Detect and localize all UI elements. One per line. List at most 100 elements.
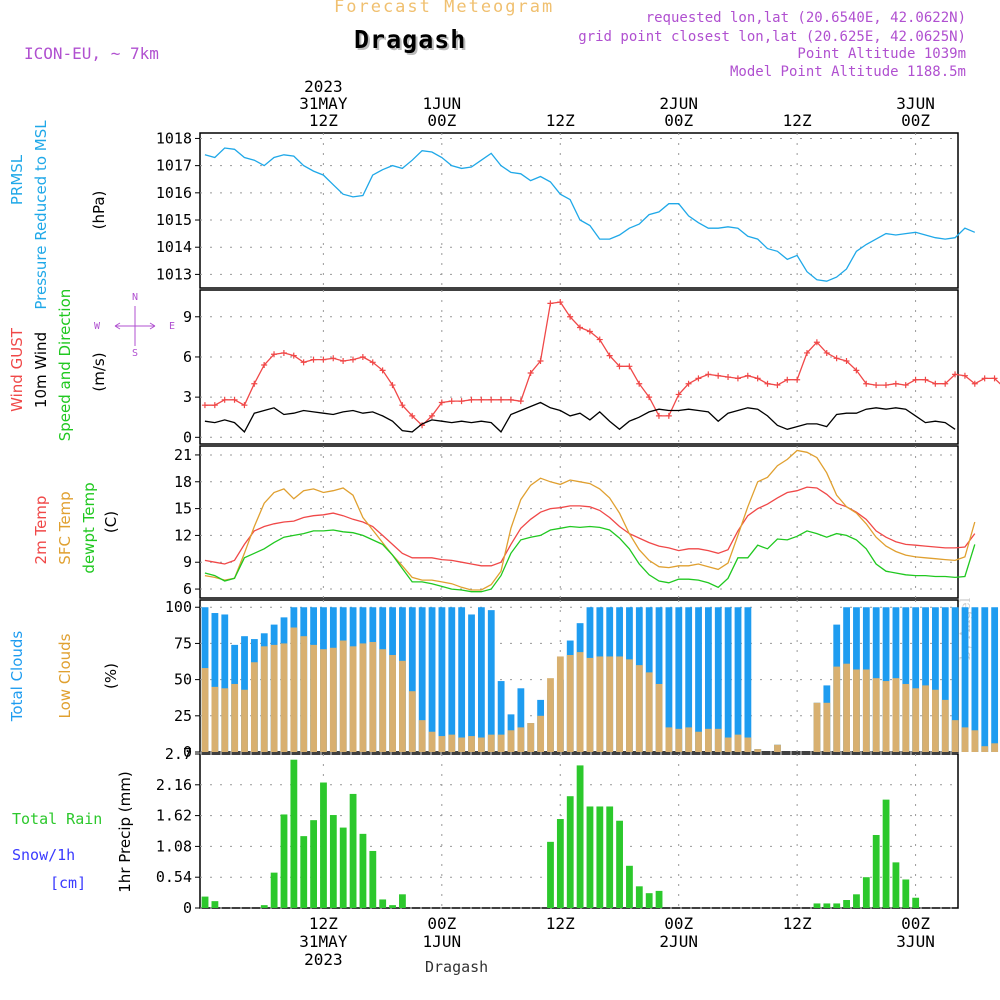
requested-coords: requested lon,lat (20.6540E, 42.0622N) <box>645 10 966 26</box>
bar-total-clouds <box>448 607 456 752</box>
bar-total-clouds <box>971 607 979 752</box>
gust-point <box>902 382 909 389</box>
bar-low-clouds <box>250 662 258 752</box>
bar-low-clouds <box>774 744 781 752</box>
ytick-label-clouds: 0 <box>183 743 192 761</box>
bar-low-clouds <box>991 743 999 752</box>
bar-rain <box>389 905 396 908</box>
bar-low-clouds <box>853 669 860 752</box>
gust-point <box>685 380 692 387</box>
gust-point <box>488 396 495 403</box>
panel-frame-pressure <box>199 132 959 289</box>
bar-total-clouds <box>438 607 446 752</box>
gust-point <box>448 398 455 405</box>
bar-low-clouds <box>635 665 643 752</box>
label-hpa: (hPa) <box>90 191 108 230</box>
bar-low-clouds <box>408 691 416 752</box>
gust-point <box>271 351 278 358</box>
gust-point <box>300 359 307 366</box>
top-axis-hour: 12Z <box>309 111 338 130</box>
series-sfc-temp <box>204 449 976 591</box>
bar-total-clouds <box>211 613 219 752</box>
gust-point <box>646 394 653 401</box>
bottom-axis-date: 2JUN <box>659 932 698 951</box>
bar-rain <box>576 765 584 908</box>
label-celsius: (C) <box>102 511 120 533</box>
gust-point <box>478 396 485 403</box>
series-10m-wind <box>204 401 956 433</box>
gust-point <box>349 356 356 363</box>
label-total-rain: Total Rain <box>12 810 102 828</box>
bar-low-clouds <box>537 715 545 752</box>
compass-n: N <box>132 292 138 303</box>
ytick-label-clouds: 100 <box>165 598 192 616</box>
top-axis-date: 31MAY <box>299 94 348 113</box>
bar-rain <box>862 877 870 908</box>
bar-low-clouds <box>556 656 564 752</box>
bar-total-clouds <box>932 607 939 752</box>
bar-rain <box>635 886 643 908</box>
bar-total-clouds <box>961 607 969 752</box>
bottom-axis-hour: 00Z <box>664 914 693 933</box>
ytick-label-pressure: 1015 <box>156 211 192 229</box>
label-wind-gust: Wind GUST <box>8 327 26 412</box>
series-prmsl <box>204 147 976 282</box>
gust-point <box>399 402 406 409</box>
bar-low-clouds <box>685 727 693 752</box>
bar-total-clouds <box>882 607 890 752</box>
bottom-axis-hour: 12Z <box>783 914 812 933</box>
bar-rain <box>310 820 318 908</box>
top-axis-hour: 12Z <box>546 111 575 130</box>
bar-rain <box>566 796 574 908</box>
bar-rain <box>556 819 564 908</box>
bar-total-clouds <box>981 607 989 752</box>
bar-total-clouds <box>902 607 910 752</box>
bar-low-clouds <box>596 656 604 752</box>
bar-low-clouds <box>270 644 278 752</box>
bar-low-clouds <box>458 737 466 752</box>
bar-low-clouds <box>418 720 426 752</box>
chart-subtitle: Forecast Meteogram <box>334 0 555 17</box>
gust-point <box>280 349 287 356</box>
bar-low-clouds <box>211 686 219 752</box>
gust-point <box>991 375 998 382</box>
gust-point <box>468 396 475 403</box>
bar-total-clouds <box>487 610 495 752</box>
gust-point <box>626 363 633 370</box>
bar-rain <box>329 815 337 908</box>
gust-point <box>340 357 347 364</box>
gust-point <box>211 402 218 409</box>
bar-rain <box>280 814 288 908</box>
bar-low-clouds <box>981 746 989 752</box>
label-sfc-temp: SFC Temp <box>56 491 74 564</box>
compass-w: W <box>94 321 101 332</box>
bottom-axis-hour: 00Z <box>901 914 930 933</box>
bar-rain <box>596 806 604 908</box>
bar-rain <box>902 879 910 908</box>
top-axis-hour: 00Z <box>901 111 930 130</box>
bar-low-clouds <box>310 644 318 752</box>
bar-low-clouds <box>714 728 722 752</box>
gust-point <box>576 324 583 331</box>
ytick-label-precip: 2.16 <box>156 776 192 794</box>
bar-rain <box>399 894 406 908</box>
gust-point <box>636 380 643 387</box>
bar-low-clouds <box>379 649 387 752</box>
label-snow: Snow/1h <box>12 846 75 864</box>
gust-point <box>359 353 366 360</box>
bar-low-clouds <box>221 688 229 752</box>
bar-low-clouds <box>833 666 841 752</box>
bar-total-clouds <box>685 607 693 752</box>
label-speed-direction: Speed and Direction <box>56 289 74 442</box>
top-axis-hour: 00Z <box>427 111 456 130</box>
bar-low-clouds <box>428 731 436 752</box>
compass-e: E <box>169 321 175 332</box>
bar-low-clouds <box>606 656 614 752</box>
bar-total-clouds <box>458 607 466 752</box>
bar-low-clouds <box>843 663 850 752</box>
gust-point <box>715 372 722 379</box>
bar-total-clouds <box>912 607 920 752</box>
bar-rain <box>290 759 298 908</box>
bar-low-clouds <box>626 659 633 752</box>
